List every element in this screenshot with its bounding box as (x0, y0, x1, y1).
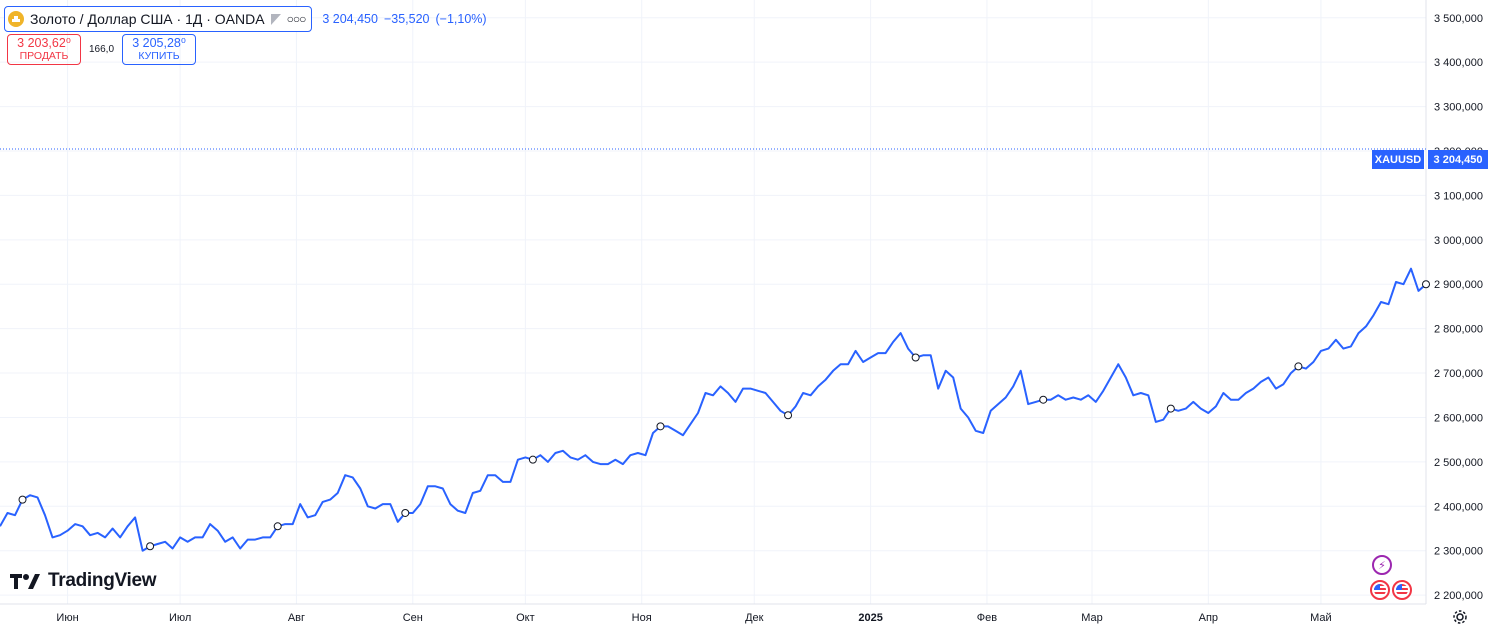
event-marker (656, 422, 665, 431)
event-marker (784, 411, 793, 420)
y-tick-label: 2 900,000 (1434, 279, 1483, 291)
event-marker (911, 353, 920, 362)
x-tick-label: Май (1310, 612, 1332, 624)
event-markers (18, 280, 1430, 551)
buy-label: КУПИТЬ (138, 49, 180, 62)
gold-coin-icon (8, 11, 24, 27)
symbol-selector[interactable]: Золото / Доллар США · 1Д · OANDA ○○○ (4, 6, 313, 32)
tradingview-logo-text: TradingView (48, 570, 157, 591)
event-marker (18, 495, 27, 504)
x-tick-label: Авг (288, 612, 305, 624)
event-marker (1166, 404, 1175, 413)
price-change-pct: (−1,10%) (435, 12, 487, 26)
y-tick-label: 3 400,000 (1434, 57, 1483, 69)
chart-legend: Золото / Доллар США · 1Д · OANDA ○○○ 3 2… (4, 6, 493, 32)
x-tick-label: Ноя (632, 612, 652, 624)
us-flag-event-icon[interactable] (1392, 580, 1412, 600)
y-tick-label: 3 500,000 (1434, 13, 1483, 25)
gear-icon[interactable] (1452, 609, 1468, 625)
y-tick-label: 3 300,000 (1434, 102, 1483, 114)
sell-button[interactable]: 3 203,62⁰ ПРОДАТЬ (7, 34, 81, 65)
spread-value: 166,0 (89, 44, 115, 55)
y-tick-label: 2 300,000 (1434, 546, 1483, 558)
symbol-title: Золото / Доллар США · 1Д · OANDA (30, 11, 265, 27)
us-flag-event-icon[interactable] (1370, 580, 1390, 600)
x-tick-label: 2025 (858, 612, 882, 624)
x-tick-label: Фев (977, 612, 997, 624)
y-tick-label: 2 800,000 (1434, 324, 1483, 336)
trade-panel: 3 203,62⁰ ПРОДАТЬ 166,0 3 205,28⁰ КУПИТЬ (7, 34, 197, 65)
y-tick-label: 3 000,000 (1434, 235, 1483, 247)
tradingview-logo[interactable]: TradingView (10, 570, 157, 592)
x-tick-label: Июн (56, 612, 78, 624)
y-tick-label: 2 400,000 (1434, 501, 1483, 513)
buy-button[interactable]: 3 205,28⁰ КУПИТЬ (122, 34, 197, 65)
time-axis: Июн Июл Авг Сен Окт Ноя Дек 2025 Фев Мар Апр Май (56, 612, 1331, 624)
x-tick-label: Дек (745, 612, 764, 624)
x-tick-label: Июл (169, 612, 191, 624)
price-change: −35,520 (383, 12, 430, 26)
flash-event-icon[interactable]: ⚡ (1372, 555, 1392, 575)
event-marker (1039, 395, 1048, 404)
tradingview-logo-icon (10, 574, 40, 589)
price-tag-symbol: XAUUSD (1372, 150, 1424, 169)
y-tick-label: 2 700,000 (1434, 368, 1483, 380)
x-tick-label: Сен (403, 612, 423, 624)
event-marker (1422, 280, 1430, 289)
more-dots-icon[interactable]: ○○○ (286, 12, 307, 26)
x-tick-label: Мар (1081, 612, 1103, 624)
event-marker (528, 455, 537, 464)
quote-values: 3 204,450 −35,520 (−1,10%) (322, 12, 492, 26)
x-tick-label: Окт (516, 612, 535, 624)
price-tag-value: 3 204,450 (1428, 150, 1488, 169)
event-marker (273, 522, 282, 531)
y-tick-label: 2 600,000 (1434, 412, 1483, 424)
y-tick-label: 2 500,000 (1434, 457, 1483, 469)
y-tick-label: 2 200,000 (1434, 590, 1483, 602)
sell-price: 3 203,62⁰ (17, 35, 71, 50)
series-line (0, 267, 1427, 552)
x-tick-label: Апр (1199, 612, 1218, 624)
event-marker (401, 508, 410, 517)
sell-label: ПРОДАТЬ (19, 49, 69, 62)
buy-price: 3 205,28⁰ (132, 35, 186, 50)
flag-icon[interactable] (270, 13, 281, 25)
event-marker (1294, 362, 1303, 371)
event-marker (146, 542, 155, 551)
y-tick-label: 3 100,000 (1434, 190, 1483, 202)
chart-grid (0, 0, 1426, 604)
last-price: 3 204,450 (322, 12, 378, 26)
